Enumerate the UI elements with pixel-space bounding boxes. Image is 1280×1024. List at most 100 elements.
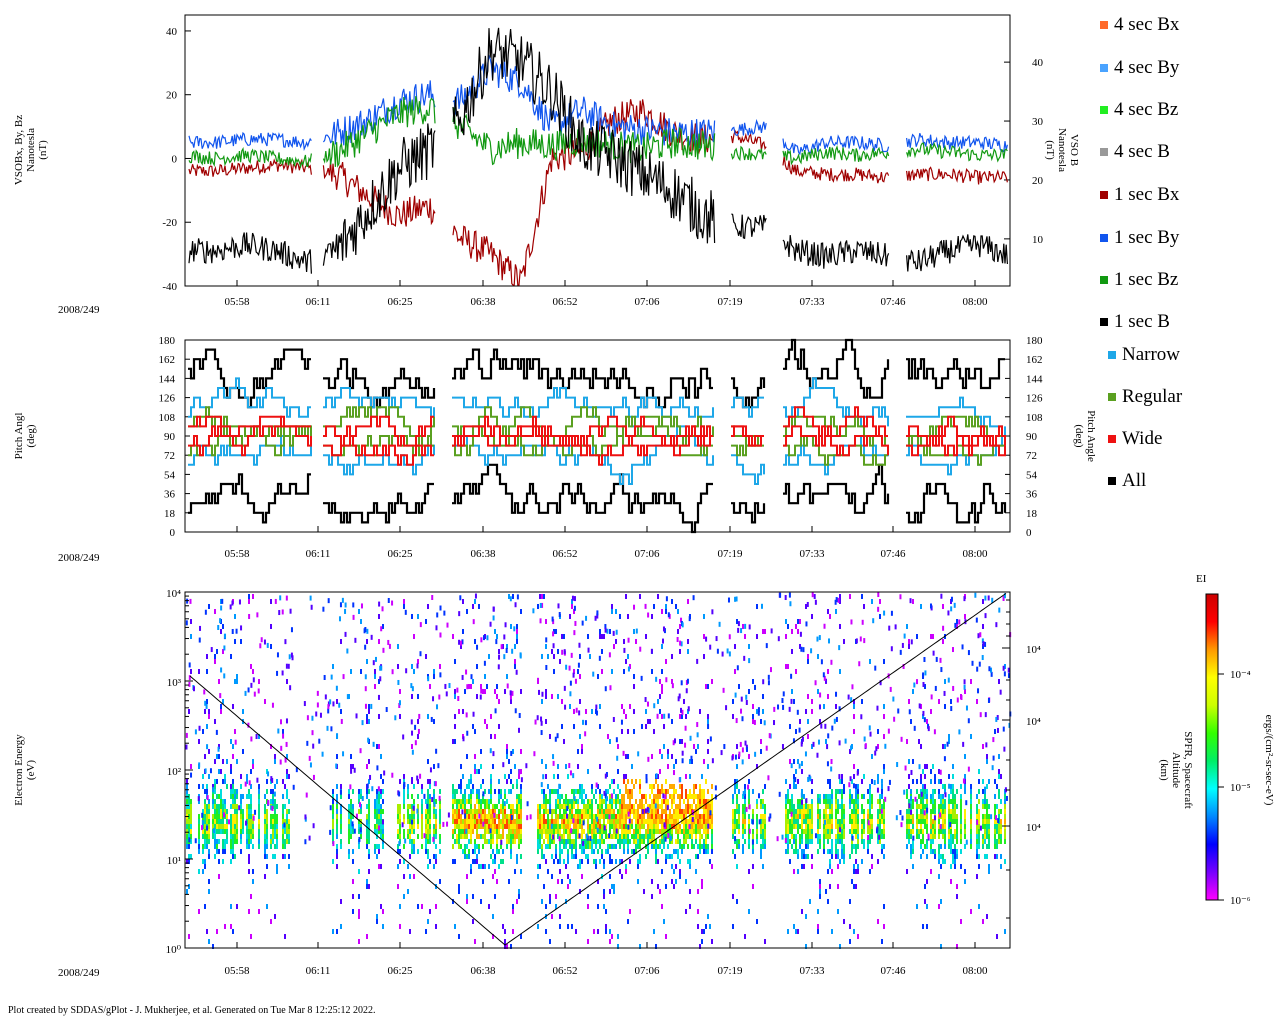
- spectrogram-cell: [655, 824, 657, 829]
- spectrogram-cell: [551, 819, 553, 824]
- spectrogram-cell: [382, 809, 384, 814]
- spectrogram-cell: [429, 799, 431, 804]
- spectrogram-cell: [504, 804, 506, 809]
- spectrogram-cell: [549, 839, 551, 844]
- pitch-step-line: [323, 387, 435, 418]
- spectrogram-cell: [245, 820, 248, 826]
- spectrogram-cell: [609, 889, 611, 894]
- spectrogram-cell: [611, 859, 613, 864]
- spectrogram-cell: [640, 675, 643, 681]
- spectrogram-cell: [996, 727, 999, 733]
- spectrogram-cell: [609, 829, 611, 834]
- spectrogram-cell: [813, 594, 816, 600]
- spectrogram-cell: [399, 859, 401, 864]
- spectrogram-cell: [220, 789, 222, 794]
- spectrogram-cell: [516, 794, 518, 799]
- spectrogram-cell: [718, 621, 721, 627]
- spectrogram-cell: [883, 769, 885, 774]
- spectrogram-cell: [922, 804, 924, 809]
- spectrogram-cell: [541, 654, 543, 659]
- spectrogram-cell: [924, 804, 926, 809]
- spectrogram-cell: [912, 864, 914, 869]
- spectrogram-cell: [242, 709, 244, 714]
- spectrogram-cell: [930, 834, 932, 839]
- spectrogram-cell: [563, 829, 565, 834]
- spectrogram-cell: [637, 839, 639, 844]
- spectrogram-cell: [924, 784, 926, 789]
- spectrogram-cell: [539, 819, 541, 824]
- spectrogram-cell: [701, 794, 703, 799]
- spectrogram-cell: [791, 804, 793, 809]
- spectrogram-cell: [922, 672, 925, 678]
- spectrogram-cell: [1003, 746, 1006, 752]
- spectrogram-cell: [230, 839, 232, 844]
- spectrogram-cell: [617, 784, 619, 789]
- spectrogram-cell: [697, 744, 699, 749]
- spectrogram-cell: [557, 859, 559, 864]
- spectrogram-cell: [697, 819, 699, 824]
- spectrogram-cell: [472, 789, 474, 794]
- spectrogram-cell: [186, 889, 188, 894]
- spectrogram-cell: [460, 814, 462, 819]
- spectrogram-cell: [470, 864, 472, 869]
- spectrogram-cell: [541, 824, 543, 829]
- spectrogram-cell: [403, 814, 405, 819]
- spectrogram-cell: [657, 699, 659, 704]
- spectrogram-cell: [332, 829, 334, 834]
- spectrogram-cell: [541, 834, 543, 839]
- spectrogram-cell: [811, 814, 813, 819]
- spectrogram-cell: [998, 814, 1000, 819]
- spectrogram-cell: [727, 597, 730, 603]
- spectrogram-cell: [811, 799, 813, 804]
- spectrogram-cell: [705, 924, 707, 929]
- spectrogram-cell: [789, 859, 791, 864]
- spectrogram-cell: [533, 751, 536, 757]
- spectrogram-cell: [457, 695, 460, 701]
- spectrogram-cell: [819, 814, 821, 819]
- spectrogram-cell: [204, 799, 206, 804]
- spectrogram-cell: [565, 814, 567, 819]
- spectrogram-cell: [918, 829, 920, 834]
- spectrogram-cell: [970, 839, 972, 844]
- spectrogram-cell: [312, 743, 315, 749]
- spectrogram-cell: [657, 809, 659, 814]
- spectrogram-cell: [329, 699, 332, 705]
- mag-xtick-label: 06:52: [552, 296, 577, 308]
- spectrogram-cell: [403, 834, 405, 839]
- spectrogram-cell: [631, 794, 633, 799]
- spectrogram-cell: [474, 939, 476, 944]
- spectrogram-cell: [186, 844, 188, 849]
- spectrogram-cell: [994, 804, 996, 809]
- spectrogram-cell: [458, 804, 460, 809]
- spectrogram-cell: [912, 829, 914, 834]
- spectrogram-cell: [399, 779, 401, 784]
- spectrogram-cell: [823, 814, 825, 819]
- spectrogram-cell: [932, 794, 934, 799]
- spectrogram-cell: [797, 819, 799, 824]
- spectrogram-cell: [699, 804, 701, 809]
- spectrogram-cell: [402, 734, 405, 740]
- spectrogram-cell: [541, 899, 543, 904]
- spectrogram-cell: [623, 779, 625, 784]
- spectrogram-cell: [922, 681, 925, 687]
- spectrogram-cell: [803, 814, 805, 819]
- spectrogram-cell: [787, 814, 789, 819]
- spectrogram-cell: [930, 844, 932, 849]
- pitch-step-line: [783, 435, 888, 466]
- spectrogram-cell: [920, 799, 922, 804]
- spectrogram-cell: [795, 834, 797, 839]
- spectrogram-cell: [350, 829, 352, 834]
- spectrogram-cell: [787, 794, 789, 799]
- spectrogram-cell: [689, 834, 691, 839]
- spectrogram-cell: [707, 739, 709, 744]
- spectrogram-cell: [679, 640, 682, 646]
- spectrogram-cell: [703, 824, 705, 829]
- spectrogram-cell: [613, 789, 615, 794]
- spectrogram-cell: [769, 813, 772, 819]
- spectrogram-cell: [593, 834, 595, 839]
- spectrogram-cell: [950, 829, 952, 834]
- spectrogram-cell: [603, 859, 605, 864]
- spectrogram-cell: [597, 839, 599, 844]
- spectrogram-cell: [952, 774, 954, 779]
- spectrogram-cell: [841, 804, 843, 809]
